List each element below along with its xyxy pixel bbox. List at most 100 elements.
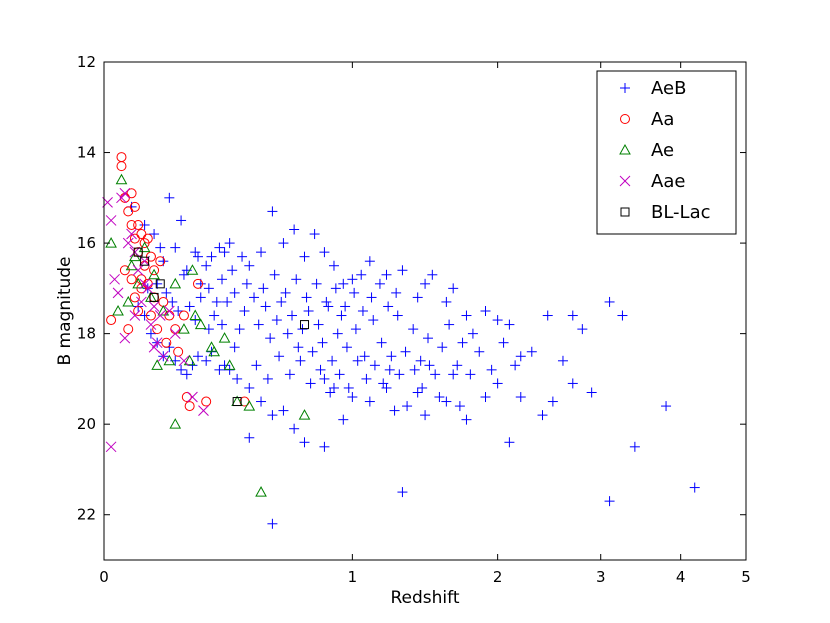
data-marks: [102, 152, 700, 529]
data-point: [420, 278, 431, 289]
data-point: [305, 378, 316, 389]
data-point: [547, 396, 558, 407]
data-point: [334, 369, 345, 380]
data-point: [269, 269, 280, 280]
legend-label: Aae: [651, 171, 685, 192]
data-point: [251, 360, 262, 371]
data-point: [167, 296, 178, 307]
data-point: [116, 161, 127, 172]
y-tick-label: 18: [77, 325, 96, 343]
data-point: [400, 346, 411, 357]
data-point: [112, 287, 124, 299]
data-point: [229, 287, 240, 298]
series-aae: [102, 187, 209, 453]
data-point: [504, 319, 515, 330]
data-point: [474, 346, 485, 357]
data-point: [366, 292, 377, 303]
data-point: [258, 283, 269, 294]
data-point: [412, 292, 423, 303]
x-tick-label: 3: [596, 568, 606, 586]
y-tick-label: 12: [77, 53, 96, 71]
data-point: [577, 324, 588, 335]
data-point: [227, 265, 238, 276]
data-point: [116, 192, 127, 204]
data-point: [454, 401, 465, 412]
data-point: [232, 373, 243, 384]
data-point: [115, 173, 128, 185]
data-point: [129, 292, 140, 303]
data-point: [338, 278, 349, 289]
data-point: [303, 306, 314, 316]
data-point: [515, 392, 526, 403]
data-point: [315, 364, 326, 375]
x-tick-label: 1: [348, 568, 358, 586]
data-point: [309, 229, 320, 240]
data-point: [112, 304, 124, 316]
data-point: [461, 414, 472, 425]
data-point: [119, 332, 131, 344]
data-point: [317, 337, 328, 348]
data-point: [457, 337, 468, 348]
data-point: [119, 265, 130, 276]
data-point: [498, 337, 509, 348]
data-point: [105, 441, 117, 453]
data-point: [604, 296, 615, 307]
data-point: [214, 364, 225, 375]
data-point: [214, 242, 225, 253]
data-point: [145, 319, 157, 330]
data-point: [420, 410, 431, 421]
data-point: [155, 256, 166, 267]
data-point: [297, 324, 308, 335]
data-point: [330, 283, 341, 294]
data-point: [126, 219, 137, 230]
data-point: [136, 229, 147, 240]
data-point: [537, 410, 548, 421]
data-point: [349, 287, 360, 298]
data-point: [178, 269, 189, 280]
data-point: [492, 378, 503, 389]
legend-marker: [619, 143, 631, 155]
data-point: [278, 405, 289, 416]
data-point: [155, 279, 165, 289]
data-point: [219, 247, 230, 258]
data-point: [122, 237, 134, 249]
data-point: [244, 432, 255, 443]
data-point: [173, 346, 184, 357]
data-point: [526, 346, 537, 357]
data-point: [604, 496, 615, 507]
data-point: [106, 315, 117, 326]
data-point: [224, 238, 235, 249]
data-point: [430, 369, 441, 380]
x-tick-label: 0: [99, 568, 109, 586]
data-point: [567, 310, 578, 321]
data-point: [194, 318, 207, 330]
data-point: [136, 296, 147, 308]
data-point: [461, 310, 472, 321]
data-point: [181, 369, 192, 380]
data-point: [140, 256, 150, 266]
data-point: [151, 359, 164, 370]
data-point: [255, 486, 267, 497]
data-point: [293, 342, 304, 353]
data-point: [148, 301, 160, 312]
data-point: [424, 360, 435, 371]
data-point: [347, 274, 358, 285]
data-point: [183, 354, 196, 366]
data-point: [169, 328, 181, 339]
data-point: [224, 364, 235, 375]
data-point: [567, 378, 578, 389]
data-point: [300, 320, 310, 330]
data-point: [157, 304, 170, 316]
data-point: [133, 219, 144, 230]
data-point: [139, 255, 150, 267]
data-point: [280, 287, 291, 298]
data-point: [123, 324, 134, 335]
legend-label: BL-Lac: [651, 202, 711, 223]
data-point: [515, 351, 526, 362]
legend-marker: [620, 83, 630, 93]
data-point: [465, 369, 476, 380]
data-point: [441, 296, 452, 307]
data-point: [193, 351, 204, 362]
